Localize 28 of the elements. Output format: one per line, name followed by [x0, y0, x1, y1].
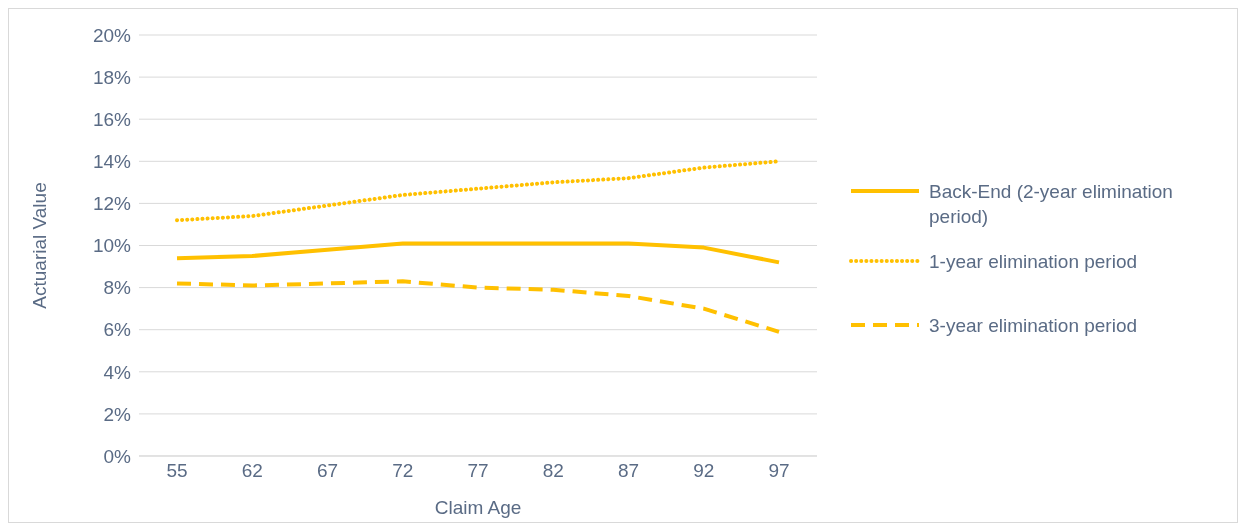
line-series	[175, 279, 781, 334]
y-tick-label: 12%	[92, 193, 132, 215]
y-tick-label: 16%	[92, 108, 132, 130]
y-axis-title: Actuarial Value	[28, 182, 50, 309]
y-tick-label: 20%	[92, 24, 132, 46]
x-tick-label: 77	[467, 460, 489, 482]
y-tick-label: 18%	[92, 66, 132, 88]
x-tick-label: 82	[542, 460, 564, 482]
x-tick-label: 62	[241, 460, 263, 482]
x-tick-label: 87	[617, 460, 640, 482]
y-tick-label: 6%	[103, 319, 132, 341]
y-tick-label: 4%	[103, 361, 132, 383]
line-series	[175, 159, 781, 223]
x-tick-label: 72	[392, 460, 414, 482]
x-tick-label: 97	[768, 460, 790, 482]
y-tick-label: 8%	[103, 277, 132, 299]
y-tick-label: 0%	[103, 445, 132, 467]
x-tick-label: 92	[693, 460, 715, 482]
y-tick-label: 2%	[103, 403, 132, 425]
x-tick-label: 67	[316, 460, 339, 482]
legend-label: 1-year elimination period	[929, 250, 1139, 274]
x-tick-label: 55	[166, 460, 188, 482]
y-tick-label: 14%	[92, 151, 132, 173]
legend-label: Back-End (2-year elimination period)	[929, 180, 1174, 229]
x-axis-title: Claim Age	[434, 497, 522, 518]
y-tick-label: 10%	[92, 235, 132, 257]
line-series	[175, 241, 781, 265]
legend-label: 3-year elimination period	[929, 314, 1139, 338]
